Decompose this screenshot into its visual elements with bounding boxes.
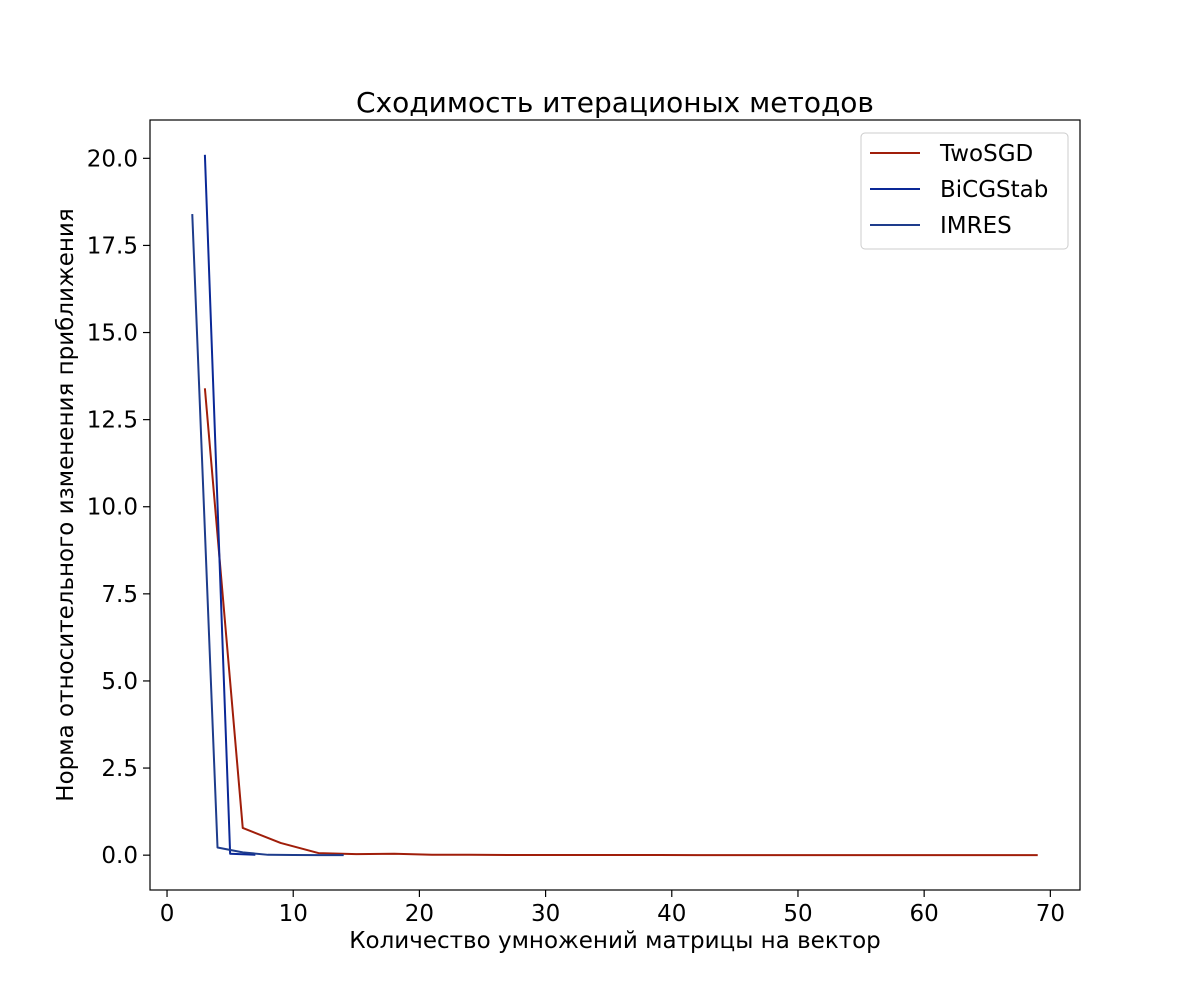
y-tick-label: 7.5 (101, 582, 138, 608)
y-tick-label: 0.0 (101, 843, 138, 869)
x-tick-label: 20 (405, 901, 434, 927)
y-tick-label: 20.0 (87, 146, 138, 172)
x-axis-label: Количество умножений матрицы на вектор (349, 928, 881, 954)
x-tick-label: 40 (657, 901, 686, 927)
series-line-bicgstab (203, 154, 256, 856)
y-axis-label: Норма относительного изменения приближен… (53, 208, 79, 801)
x-axis-ticks: 0 10 20 30 40 50 60 70 (160, 890, 1065, 927)
legend: TwoSGD BiCGStab IMRES (860, 132, 1069, 250)
legend-entry-bicgstab: BiCGStab (940, 177, 1048, 203)
plot-frame (149, 119, 1081, 891)
y-axis-ticks: 0.0 2.5 5.0 7.5 10.0 12.5 15.0 17.5 20.0 (87, 146, 150, 869)
series-line-twosgd (203, 388, 1038, 857)
legend-frame (860, 132, 1069, 250)
y-tick-label: 17.5 (87, 233, 138, 259)
y-tick-label: 10.0 (87, 495, 138, 521)
chart-title: Сходимость итерационых методов (356, 86, 874, 119)
x-tick-label: 10 (279, 901, 308, 927)
x-tick-label: 0 (160, 901, 175, 927)
legend-entry-twosgd: TwoSGD (939, 141, 1033, 167)
y-tick-label: 5.0 (101, 669, 138, 695)
x-tick-label: 60 (910, 901, 939, 927)
y-tick-label: 12.5 (87, 408, 138, 434)
y-tick-label: 15.0 (87, 321, 138, 347)
x-tick-label: 50 (783, 901, 812, 927)
series-line-imres (191, 214, 344, 857)
x-tick-label: 70 (1036, 901, 1065, 927)
plot-lines (191, 154, 1038, 857)
x-tick-label: 30 (531, 901, 560, 927)
legend-entry-imres: IMRES (940, 213, 1012, 239)
y-tick-label: 2.5 (101, 756, 138, 782)
